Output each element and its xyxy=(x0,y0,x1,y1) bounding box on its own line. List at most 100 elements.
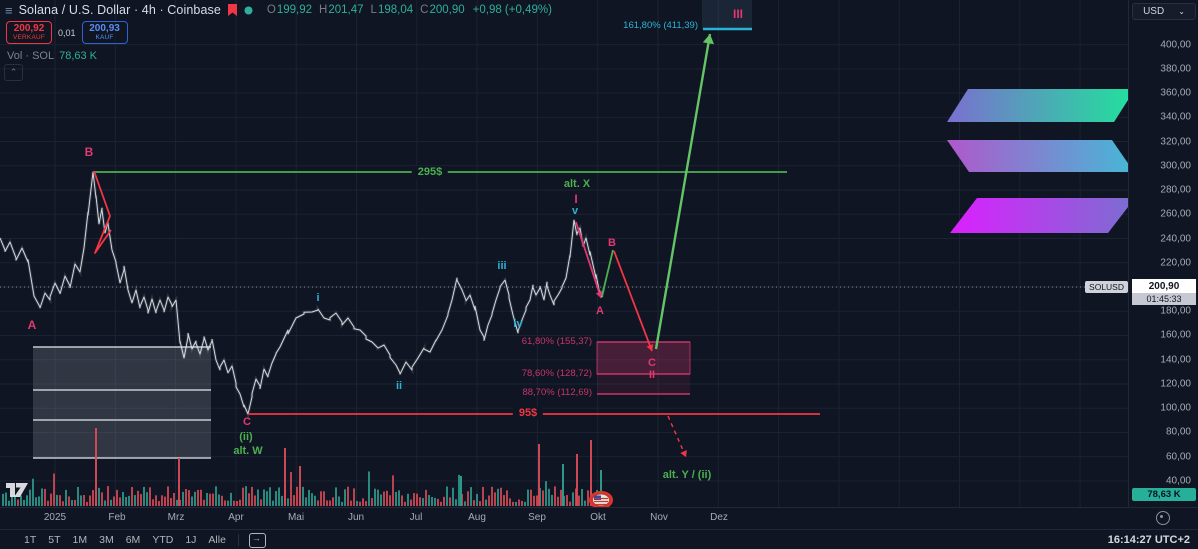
solana-logo-bar xyxy=(947,140,1134,172)
currency-selector[interactable]: USD ⌄ xyxy=(1132,3,1196,20)
price-tick: 40,00 xyxy=(1165,475,1191,487)
price-tick: 180,00 xyxy=(1160,305,1191,317)
wave-label-i: i xyxy=(316,292,320,304)
solana-logo-bar xyxy=(950,198,1135,233)
market-status-icon xyxy=(244,6,253,14)
bottom-toolbar: 1T 5T 1M 3M 6M YTD 1J Alle 16:14:27 UTC+2 xyxy=(0,529,1198,549)
price-tick: 280,00 xyxy=(1160,184,1191,196)
timezone-clock[interactable]: 16:14:27 UTC+2 xyxy=(1107,534,1190,546)
range-button-1m[interactable]: 1M xyxy=(72,534,88,546)
arrow-c-to-target xyxy=(654,33,712,350)
wave-label-alt-x: alt. X xyxy=(563,178,591,190)
range-buttons: 1T 5T 1M 3M 6M YTD 1J Alle xyxy=(18,532,232,548)
range-button-alle[interactable]: Alle xyxy=(208,534,226,546)
price-tick: 340,00 xyxy=(1160,111,1191,123)
line-a-to-b xyxy=(601,249,614,297)
wave-label-v: v xyxy=(571,205,579,217)
chevron-down-icon: ⌄ xyxy=(1178,7,1185,16)
time-axis[interactable]: 2025 Feb Mrz Apr Mai Jun Jul Aug Sep Okt Nov Dez xyxy=(0,507,1198,530)
range-button-6m[interactable]: 6M xyxy=(125,534,141,546)
range-button-1j[interactable]: 1J xyxy=(185,534,197,546)
price-tick: 360,00 xyxy=(1160,87,1191,99)
time-axis-label-sep: Sep xyxy=(528,512,546,523)
solana-logo-bar xyxy=(947,89,1135,122)
price-tick: 260,00 xyxy=(1160,208,1191,220)
wave-label-b: B xyxy=(608,237,616,249)
wave-zigzag-b xyxy=(93,170,112,254)
range-button-3m[interactable]: 3M xyxy=(99,534,114,546)
time-axis-label-jul: Jul xyxy=(409,512,423,523)
wave-label-ii: ii xyxy=(395,380,403,392)
bar-countdown-tag: 01:45:33 xyxy=(1132,293,1196,305)
wave-label-a: A xyxy=(27,318,37,332)
price-tick: 60,00 xyxy=(1165,451,1191,463)
wave-label-i: I xyxy=(574,192,578,206)
price-tick: 120,00 xyxy=(1160,378,1191,390)
last-price-tag: 200,90 xyxy=(1132,279,1196,293)
time-axis-label-mai: Mai xyxy=(287,512,305,523)
symbol-title[interactable]: Solana / U.S. Dollar · 4h · Coinbase xyxy=(18,3,221,17)
resistance-price-label: 295$ xyxy=(411,166,449,179)
clock-icon[interactable] xyxy=(1156,511,1170,525)
fib-level-label: 61,80% (155,37) xyxy=(521,336,592,347)
time-axis-label-mrz: Mrz xyxy=(167,512,185,523)
range-button-1t[interactable]: 1T xyxy=(24,534,37,546)
toolbar-divider xyxy=(237,534,239,546)
wave-label-ii: II xyxy=(648,369,656,381)
wave-label-alt-w: alt. W xyxy=(233,445,263,457)
price-tick: 380,00 xyxy=(1160,63,1191,75)
price-tick: 300,00 xyxy=(1160,160,1191,172)
wave-label-b: B xyxy=(84,145,94,159)
support-price-label: 95$ xyxy=(512,407,544,420)
wave-label--ii-: (ii) xyxy=(239,431,253,443)
wave-label-c: C xyxy=(243,416,251,428)
price-tick: 400,00 xyxy=(1160,39,1191,51)
flag-icon[interactable] xyxy=(227,3,238,17)
wave-label-alt-y-ii-: alt. Y / (ii) xyxy=(662,469,712,481)
volume-badge: 78,63 K xyxy=(1132,488,1196,501)
sell-button[interactable]: 200,92 VERKAUF xyxy=(6,21,52,44)
time-axis-label-jun: Jun xyxy=(347,512,365,523)
dashed-arrow-alt-y xyxy=(667,415,687,458)
symbol-price-tag: SOLUSD xyxy=(1085,281,1128,293)
price-axis[interactable]: USD ⌄ 400,00 380,00 360,00 340,00 320,00 300,0… xyxy=(1128,0,1198,507)
wave-label-iii: III xyxy=(732,7,744,21)
volume-indicator-row[interactable]: Vol · SOL 78,63 K xyxy=(7,50,97,62)
price-tick: 220,00 xyxy=(1160,257,1191,269)
wave-label-iii: iii xyxy=(497,260,507,272)
price-tick: 160,00 xyxy=(1160,329,1191,341)
collapse-panel-button[interactable]: ⌃ xyxy=(4,64,23,81)
spread-value: 0,01 xyxy=(58,27,76,38)
price-tick: 100,00 xyxy=(1160,402,1191,414)
time-axis-label-apr: Apr xyxy=(228,512,244,523)
buy-button[interactable]: 200,93 KAUF xyxy=(81,21,128,44)
price-tick: 320,00 xyxy=(1160,136,1191,148)
time-axis-label-feb: Feb xyxy=(108,512,126,523)
range-button-5t[interactable]: 5T xyxy=(48,534,61,546)
wave-label-a: A xyxy=(596,305,604,317)
trade-panel: 200,92 VERKAUF 0,01 200,93 KAUF xyxy=(6,21,128,44)
tradingview-logo xyxy=(6,483,28,497)
time-axis-label-dez: Dez xyxy=(710,512,728,523)
fib-level-label: 78,60% (128,72) xyxy=(521,368,592,379)
wave-label-c: C xyxy=(648,357,656,369)
time-axis-label-aug: Aug xyxy=(468,512,486,523)
time-axis-label-okt: Okt xyxy=(590,512,606,523)
go-to-date-icon[interactable] xyxy=(248,532,266,548)
range-button-ytd[interactable]: YTD xyxy=(152,534,174,546)
time-axis-label-nov: Nov xyxy=(650,512,668,523)
fib-level-label: 88,70% (112,69) xyxy=(522,387,592,398)
price-tick: 240,00 xyxy=(1160,233,1191,245)
wave-label-iv: iv xyxy=(513,318,523,330)
fib-target-label: 161,80% (411,39) xyxy=(623,20,698,31)
arrow-b-to-c xyxy=(613,250,653,352)
price-tick: 80,00 xyxy=(1165,426,1191,438)
menu-icon[interactable]: ≡ xyxy=(5,2,13,18)
ohlc-values: O199,92 H201,47 L198,04 C200,90 +0,98 (+… xyxy=(266,4,552,16)
chart-header: ≡ Solana / U.S. Dollar · 4h · Coinbase O… xyxy=(0,0,1198,20)
price-tick: 140,00 xyxy=(1160,354,1191,366)
line-top-to-a xyxy=(575,221,602,299)
time-axis-label-2025: 2025 xyxy=(43,512,67,523)
